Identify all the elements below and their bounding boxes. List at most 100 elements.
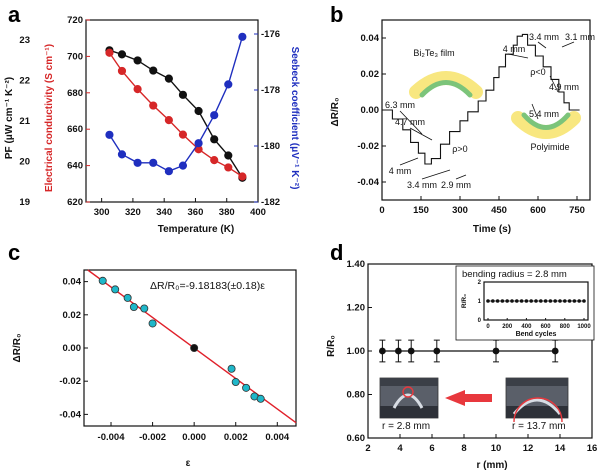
b-annotation-polyimide: Polyimide (530, 142, 569, 152)
c-y-tick-label: -0.02 (59, 376, 81, 387)
a-seebeck-tick-label: -180 (261, 141, 280, 152)
d-inset-x-tick-label: 0 (486, 324, 490, 330)
b-annotation-upper-radius: 3.4 mm (529, 32, 559, 42)
b-annotation-rho-neg: ρ<0 (530, 67, 545, 77)
c-x-axis-label: ε (186, 458, 191, 469)
b-annotation-arrow (561, 41, 575, 48)
a-cond-tick-label: 700 (67, 51, 83, 62)
a-line-pf (109, 49, 243, 179)
c-data-point (111, 285, 120, 294)
a-point-seebeck (238, 32, 247, 41)
d-inset-point (510, 299, 514, 303)
b-y-tick-label: 0.00 (361, 105, 380, 116)
d-label-small-radius: r = 2.8 mm (382, 421, 430, 432)
a-point-seebeck (133, 158, 142, 167)
d-photo-large-radius-top (506, 378, 568, 386)
a-point-seebeck (210, 111, 219, 120)
c-y-axis-label: ΔR/R₀ (12, 334, 23, 363)
b-y-axis-label: ΔR/R₀ (330, 98, 341, 127)
a-point-seebeck (224, 80, 233, 89)
c-plot-frame (83, 269, 297, 427)
b-annotation-lower-radius: 3.4 mm (407, 180, 437, 190)
c-data-point (227, 364, 236, 373)
d-photo-small-radius-top (380, 378, 438, 386)
b-annotation-rho-pos: ρ>0 (452, 144, 467, 154)
a-pf-tick-label: 23 (19, 35, 30, 46)
b-annotation-upper-radius: 3.1 mm (565, 32, 595, 42)
b-y-tick-label: -0.02 (357, 141, 379, 152)
a-cond-tick-label: 720 (67, 15, 83, 26)
a-cond-tick-label: 660 (67, 124, 83, 135)
d-inset-point (505, 299, 509, 303)
a-point-pf (178, 90, 188, 99)
d-y-tick-label: 1.40 (347, 259, 366, 270)
a-point-cond (224, 163, 233, 172)
d-data-point (492, 347, 500, 355)
a-cond-tick-label: 640 (67, 161, 83, 172)
panel-label-a: a (8, 2, 21, 27)
d-inset-y-tick-label: 0 (478, 318, 482, 324)
c-y-tick-label: 0.04 (63, 277, 82, 288)
c-data-point (231, 378, 240, 387)
b-x-axis-label: Time (s) (473, 224, 511, 235)
d-y-axis-label: R/R₀ (326, 335, 337, 357)
a-point-pf (149, 66, 158, 75)
d-inset-point (582, 299, 586, 303)
a-plot-frame (85, 19, 259, 203)
d-inset-title: bending radius = 2.8 mm (462, 269, 567, 280)
b-y-tick-label: 0.02 (361, 69, 380, 80)
d-inset-point (524, 299, 529, 303)
d-x-axis-label: r (mm) (476, 460, 507, 471)
d-photo-small-radius-base (380, 406, 438, 418)
a-point-cond (105, 48, 114, 57)
c-data-point (129, 303, 138, 312)
d-inset-point (567, 299, 572, 303)
a-point-seebeck (164, 167, 173, 176)
d-inset-point (486, 299, 490, 303)
a-x-tick-label: 320 (125, 207, 141, 218)
d-inset-point (500, 299, 505, 303)
b-annotation-lower-radius: 6.3 mm (385, 100, 415, 110)
a-pf-tick-label: 20 (19, 157, 30, 168)
d-inset-y-tick-label: 2 (478, 280, 482, 286)
a-point-seebeck (149, 158, 158, 167)
a-point-pf (224, 151, 233, 160)
panel-label-d: d (330, 240, 344, 265)
b-annotation-film: Bi₂Te₃ film (413, 48, 454, 58)
b-annotation-arrow (455, 174, 467, 180)
a-point-cond (238, 172, 247, 181)
chart-a: 300 320 340 360 380 400 19 20 21 22 23 620 640 660 680… (4, 15, 300, 235)
a-point-cond (117, 66, 127, 76)
c-data-point (256, 394, 265, 403)
d-y-tick-label: 1.00 (347, 346, 366, 357)
a-point-cond (149, 101, 158, 110)
b-annotation-upper-radius: 4.9 mm (549, 82, 579, 92)
d-photo-large-radius-base (506, 406, 568, 418)
d-inset-x-tick-label: 400 (521, 324, 532, 330)
c-data-point (190, 344, 199, 353)
d-photo-bent-film (392, 393, 424, 409)
c-y-tick-label: 0.00 (63, 343, 82, 354)
a-point-pf (164, 74, 173, 83)
c-data-point (148, 319, 157, 328)
d-inset-x-tick-label: 200 (502, 324, 513, 330)
a-point-pf (133, 56, 142, 65)
d-inset-point (515, 299, 519, 303)
d-label-large-radius: r = 13.7 mm (512, 421, 566, 432)
a-line-seebeck (108, 36, 244, 172)
panel-label-b: b (330, 2, 344, 27)
a-seebeck-tick-label: -178 (261, 85, 280, 96)
a-x-tick-label: 400 (250, 207, 266, 218)
b-resistance-trace (382, 33, 580, 165)
a-seebeck-tick-label: -182 (261, 197, 280, 208)
d-x-tick-label: 16 (587, 443, 598, 454)
a-y-axis-label-seebeck: Seebeck coefficient (μV⁻¹ K⁻²) (289, 47, 300, 190)
b-annotation-lower-radius: 2.9 mm (441, 180, 471, 190)
c-data-point (98, 276, 107, 285)
d-inset-point (529, 299, 533, 303)
d-inset-point (577, 299, 581, 303)
d-inset-point (543, 299, 548, 303)
a-point-seebeck (105, 130, 114, 139)
b-x-tick-label: 0 (379, 205, 384, 216)
c-data-point (242, 383, 251, 392)
